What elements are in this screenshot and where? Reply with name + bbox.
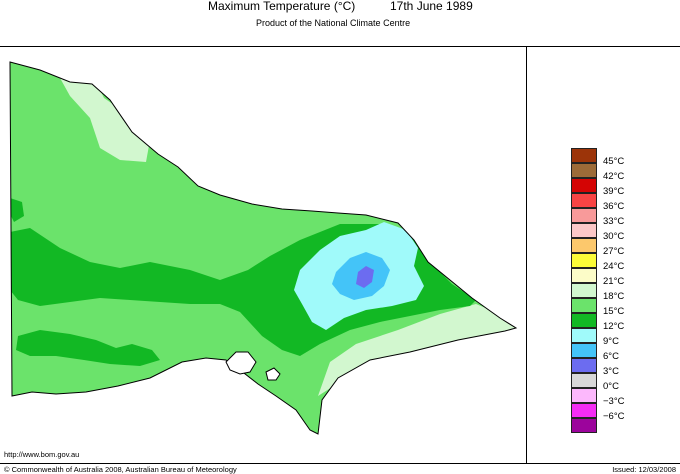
legend-label: 30°C <box>603 231 625 242</box>
map-layer-green-15-west <box>10 198 24 222</box>
map-layer-green-18 <box>10 62 516 434</box>
legend-label: 3°C <box>603 366 619 377</box>
legend-swatch <box>571 193 597 208</box>
legend-swatch <box>571 328 597 343</box>
legend-label: 39°C <box>603 186 625 197</box>
legend-swatch <box>571 208 597 223</box>
issued-date: Issued: 12/03/2008 <box>612 465 676 474</box>
legend-label: 33°C <box>603 216 625 227</box>
page-title: Maximum Temperature (°C) <box>208 0 356 13</box>
legend-swatch <box>571 373 597 388</box>
legend-swatch <box>571 148 597 163</box>
date-label: 17th June 1989 <box>390 0 473 13</box>
legend-label: 21°C <box>603 276 625 287</box>
copyright-notice: © Commonwealth of Australia 2008, Austra… <box>4 465 237 474</box>
legend-swatch <box>571 223 597 238</box>
legend-swatch <box>571 313 597 328</box>
chart-header: Maximum Temperature (°C) 17th June 1989 … <box>0 0 680 40</box>
map-layer-violet-6 <box>356 266 374 288</box>
victoria-outline <box>9 61 518 435</box>
legend-label: 0°C <box>603 381 619 392</box>
page-subtitle: Product of the National Climate Centre <box>256 18 411 28</box>
legend-label: 24°C <box>603 261 625 272</box>
western-port-bay <box>265 367 281 381</box>
legend-swatch <box>571 388 597 403</box>
legend-label: 27°C <box>603 246 625 257</box>
port-phillip-bay <box>225 351 257 375</box>
legend-swatch <box>571 268 597 283</box>
legend-label: −6°C <box>603 411 625 422</box>
map-layer-green-15-south <box>16 330 160 366</box>
map-layer-green-15-otways <box>146 378 188 404</box>
legend-label: −3°C <box>603 396 625 407</box>
legend-swatch <box>571 253 597 268</box>
legend-label: 9°C <box>603 336 619 347</box>
victoria-map-icon <box>9 61 518 435</box>
source-url[interactable]: http://www.bom.gov.au <box>4 450 80 459</box>
legend-swatch <box>571 418 597 433</box>
legend-swatch <box>571 178 597 193</box>
map-layer-light-northeast <box>56 62 150 162</box>
legend-swatch <box>571 238 597 253</box>
legend-label: 12°C <box>603 321 625 332</box>
panel-divider <box>526 46 527 464</box>
legend-swatch <box>571 163 597 178</box>
legend-label: 6°C <box>603 351 619 362</box>
legend-swatch <box>571 358 597 373</box>
legend-swatch <box>571 403 597 418</box>
legend-swatch <box>571 283 597 298</box>
legend-swatch <box>571 298 597 313</box>
legend-label: 15°C <box>603 306 625 317</box>
legend-label: 45°C <box>603 156 625 167</box>
legend-swatch <box>571 343 597 358</box>
legend-label: 36°C <box>603 201 625 212</box>
legend-label: 42°C <box>603 171 625 182</box>
map-frame <box>0 46 680 464</box>
legend-label: 18°C <box>603 291 625 302</box>
